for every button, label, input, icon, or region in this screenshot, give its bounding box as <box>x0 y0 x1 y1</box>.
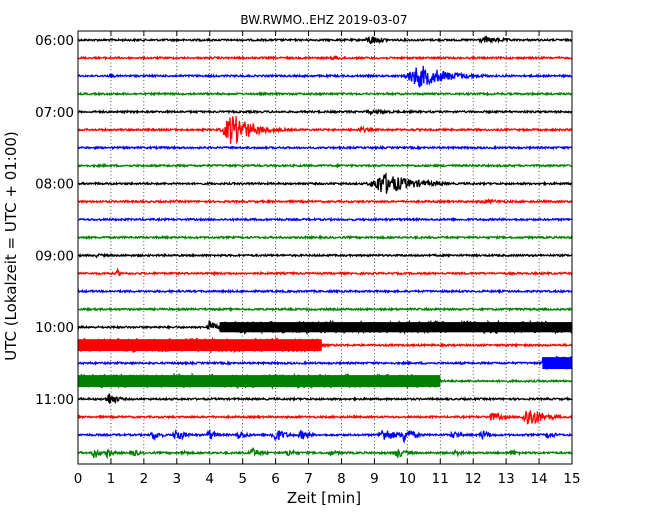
x-tick-label: 4 <box>205 471 214 487</box>
trace-line <box>77 393 573 405</box>
trace-line <box>77 410 573 425</box>
trace-line <box>77 306 573 313</box>
trace-band <box>78 375 441 387</box>
x-tick-label: 11 <box>432 471 449 487</box>
trace-08:45 <box>77 234 573 241</box>
trace-11:15 <box>77 410 573 425</box>
trace-06:00 <box>77 34 573 45</box>
trace-line <box>77 288 573 295</box>
trace-08:00 <box>77 172 573 194</box>
x-tick-label: 0 <box>74 471 83 487</box>
trace-line <box>77 54 573 61</box>
x-tick-label: 9 <box>370 471 379 487</box>
trace-09:00 <box>77 252 573 259</box>
x-axis: 0 1 2 3 4 5 6 7 8 9 10 11 12 13 14 15 <box>74 31 581 487</box>
x-tick-label: 12 <box>465 471 482 487</box>
trace-line <box>77 116 573 145</box>
trace-07:15 <box>77 116 573 145</box>
trace-line <box>77 108 573 117</box>
y-tick-label: 08:00 <box>35 177 74 193</box>
x-tick-label: 1 <box>107 471 116 487</box>
trace-09:45 <box>77 306 573 313</box>
trace-line <box>77 90 573 97</box>
y-tick-label: 09:00 <box>35 248 74 264</box>
trace-line <box>77 65 573 89</box>
trace-08:30 <box>77 216 573 223</box>
y-tick-label: 07:00 <box>35 105 74 121</box>
trace-10:15 <box>77 336 573 354</box>
vertical-grid <box>110 31 540 464</box>
trace-09:15 <box>77 267 573 277</box>
trace-08:15 <box>77 197 573 205</box>
trace-line <box>77 428 573 444</box>
x-axis-label: Zeit [min] <box>287 489 361 507</box>
trace-11:00 <box>77 393 573 405</box>
trace-10:30 <box>77 356 573 370</box>
seismogram-traces <box>77 34 573 460</box>
trace-06:45 <box>77 90 573 97</box>
x-tick-label: 2 <box>140 471 149 487</box>
y-axis: 06:00 07:00 08:00 09:00 10:00 11:00 <box>35 33 572 408</box>
trace-line <box>77 234 573 241</box>
trace-line <box>77 172 573 194</box>
y-tick-label: 10:00 <box>35 320 74 336</box>
trace-07:00 <box>77 108 573 117</box>
trace-line <box>77 336 573 354</box>
trace-line <box>77 162 573 169</box>
trace-11:30 <box>77 428 573 444</box>
plot-frame <box>77 30 573 465</box>
x-tick-label: 5 <box>238 471 247 487</box>
trace-line <box>77 267 573 277</box>
trace-band <box>542 357 572 370</box>
y-tick-label: 06:00 <box>35 33 74 49</box>
trace-07:45 <box>77 162 573 169</box>
x-tick-label: 8 <box>337 471 346 487</box>
trace-line <box>77 356 573 370</box>
y-tick-label: 11:00 <box>35 392 74 408</box>
trace-line <box>77 34 573 45</box>
x-tick-label: 15 <box>563 471 580 487</box>
x-tick-label: 7 <box>304 471 313 487</box>
x-tick-label: 6 <box>271 471 280 487</box>
x-tick-label: 10 <box>399 471 416 487</box>
trace-10:45 <box>77 372 573 391</box>
x-tick-label: 3 <box>173 471 182 487</box>
x-tick-label: 14 <box>530 471 547 487</box>
trace-line <box>77 252 573 259</box>
trace-line <box>77 197 573 205</box>
trace-band <box>78 339 322 352</box>
trace-07:30 <box>77 144 573 151</box>
trace-06:15 <box>77 54 573 61</box>
trace-line <box>77 216 573 223</box>
y-axis-label: UTC (Lokalzeit = UTC + 01:00) <box>2 131 20 361</box>
trace-09:30 <box>77 288 573 295</box>
chart-title: BW.RWMO..EHZ 2019-03-07 <box>240 13 407 27</box>
trace-06:30 <box>77 65 573 89</box>
trace-10:00 <box>77 319 573 336</box>
trace-band <box>219 322 572 333</box>
x-tick-label: 13 <box>498 471 515 487</box>
trace-line <box>77 447 573 460</box>
trace-11:45 <box>77 447 573 460</box>
trace-line <box>77 144 573 151</box>
